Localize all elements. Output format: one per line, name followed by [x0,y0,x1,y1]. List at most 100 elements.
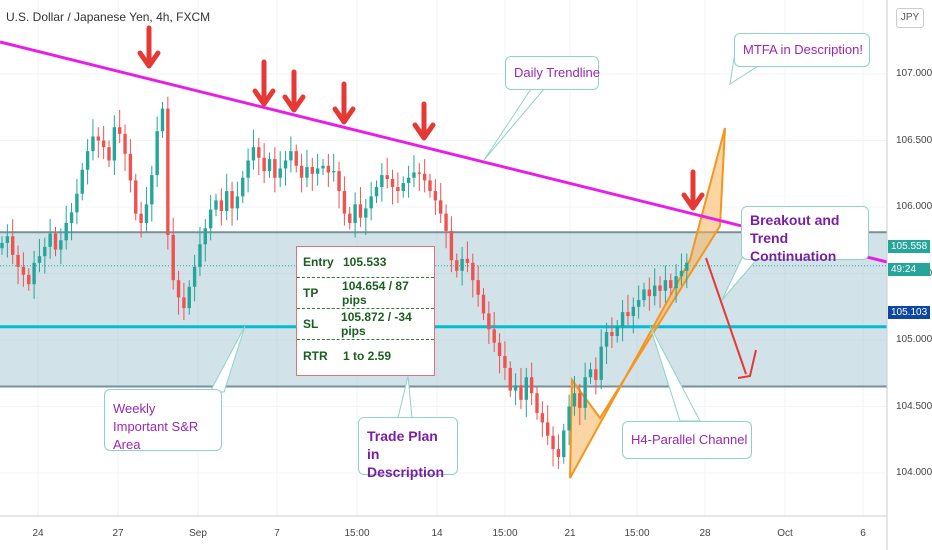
candle-body [433,191,438,201]
candle-body [251,147,256,161]
candle-body [487,313,491,330]
x-tick-label: 21 [564,528,576,539]
candle-body [455,260,459,271]
candle-body [150,175,154,205]
arrows [137,25,757,379]
callout-trade-plan: Trade Plan in Description [358,417,458,480]
candle-body [257,147,261,158]
candle-body [294,151,298,166]
candle-body [192,266,197,287]
candle-body [219,200,224,211]
plan-row-sl: SL 105.872 / -34 pips [297,309,434,340]
candle-body [353,204,357,223]
candle-body [299,165,304,178]
candle-body [203,228,207,245]
candle-body [80,169,84,194]
candle-body [626,312,630,317]
candle-body [669,280,673,289]
candle-body [305,167,309,178]
candle-body [214,200,218,210]
red-down-arrow [252,59,276,107]
callout-leader [483,88,546,161]
candle-body [567,406,571,431]
x-tick-label: 15:00 [624,528,650,539]
red-down-arrow [681,169,705,211]
candle-body [118,127,122,134]
candle-body [59,240,63,250]
daily-trendline [0,40,888,264]
candle-body [422,173,427,181]
red-down-arrow [332,81,356,125]
currency-button[interactable]: JPY [896,8,924,28]
candle-body [241,177,245,197]
candle-body [471,262,475,281]
candle-body [27,274,31,285]
plan-row-tp: TP 104.654 / 87 pips [297,278,434,309]
x-tick-label: 14 [431,528,443,539]
candle-body [401,183,405,192]
target-arrow [705,257,757,379]
candle-body [583,377,587,408]
callout-breakout: Breakout and Trend Continuation [741,206,869,264]
candle-body [273,159,277,178]
candle-body [96,136,100,141]
candle-body [69,212,74,223]
candle-body [631,306,635,317]
candle-body [374,187,379,197]
candle-body [620,312,625,327]
x-tick-label: 6 [860,528,866,539]
candle-body [160,108,165,132]
candle-body [503,355,507,368]
x-tick-label: 27 [112,528,124,539]
chart-title: U.S. Dollar / Japanese Yen, 4h, FXCM [6,10,211,24]
candle-body [610,332,614,337]
candle-body [465,258,470,263]
candle-body [310,167,314,174]
candle-body [679,270,684,277]
candle-body [139,213,143,223]
x-tick-label: 24 [32,528,44,539]
red-down-arrow [282,69,306,113]
candle-body [187,286,191,309]
candle-body [562,430,566,458]
candle-body [123,133,127,154]
candle-body [48,233,52,247]
x-tick-label: 7 [274,528,280,539]
candle-body [417,172,421,174]
candle-body [653,285,657,297]
candle-body [642,289,646,301]
candle-body [101,140,106,148]
candle-body [364,208,368,218]
x-tick-label: Sep [189,528,207,539]
trade-plan-box: Entry 105.533 TP 104.654 / 87 pips SL 105.8… [296,246,435,376]
level-price-tag: 105.103 [888,306,930,319]
candle-body [230,191,234,209]
candle-body [663,280,668,291]
plan-row-rtr: RTR 1 to 2.59 [303,348,392,363]
candle-body [604,332,609,347]
candle-body [91,136,95,152]
candle-body [182,297,186,309]
candle-body [283,160,288,169]
red-down-arrow [412,101,436,141]
candle-body [208,209,213,229]
callout-daily-trendline: Daily Trendline [505,56,600,90]
candle-body [460,258,464,271]
candle-body [406,177,411,184]
sr-zone [0,232,887,387]
candle-body [342,191,347,214]
candle-body [53,233,58,250]
candle-body [685,262,689,271]
red-down-arrow [137,25,161,69]
candle-body [380,175,384,188]
parallel-channel [569,127,726,479]
candle-body [112,127,117,161]
candle-body [508,367,512,391]
candle-body [32,262,36,285]
candle-body [658,285,662,291]
candle-body [594,369,598,380]
candle-body [278,168,282,178]
candle-body [16,254,20,267]
candle-body [540,413,545,423]
